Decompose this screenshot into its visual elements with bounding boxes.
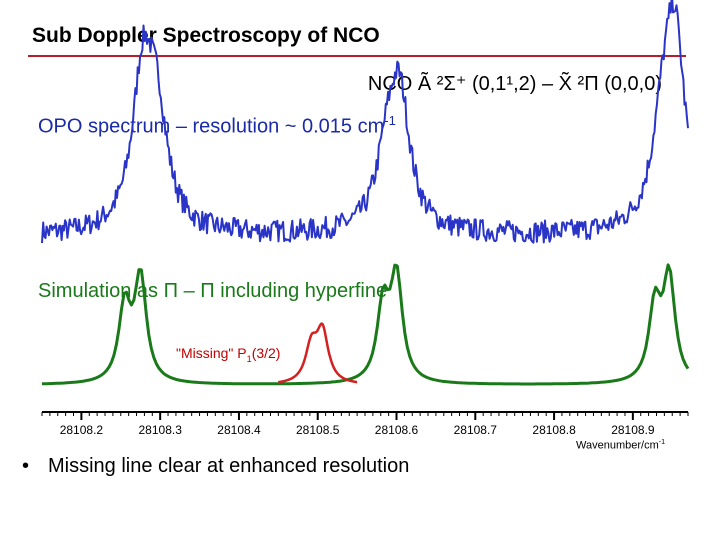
x-tick-label: 28108.6 xyxy=(374,423,419,437)
transition-label: NCO Ã ²Σ⁺ (0,1¹,2) – X̃ ²Π (0,0,0) xyxy=(367,73,662,95)
opo-label-text: OPO spectrum – resolution ~ 0.015 cm xyxy=(38,115,385,138)
missing-label-subscript: 1 xyxy=(246,353,252,364)
missing-line-label: "Missing" P1(3/2) xyxy=(176,345,280,364)
simulation-line xyxy=(41,263,690,386)
opo-label-exponent: -1 xyxy=(384,113,396,128)
x-axis xyxy=(41,411,689,420)
x-axis-title-exponent: -1 xyxy=(658,438,666,446)
title-rule xyxy=(28,55,686,57)
bullet-text: Missing line clear at enhanced resolutio… xyxy=(48,455,410,477)
x-tick-label: 28108.2 xyxy=(59,423,104,437)
bullet-dot-icon: • xyxy=(22,455,30,477)
x-tick-label: 28108.8 xyxy=(532,423,576,437)
x-tick-label: 28108.9 xyxy=(611,423,655,437)
missing-label-text: "Missing" P xyxy=(176,345,247,361)
opo-spectrum-line xyxy=(41,0,689,244)
x-tick-label: 28108.3 xyxy=(138,423,182,437)
x-tick-label: 28108.4 xyxy=(217,423,261,437)
bullet-item: • Missing line clear at enhanced resoluti… xyxy=(22,455,409,478)
x-tick-label: 28108.7 xyxy=(453,423,497,437)
missing-line-trace xyxy=(277,322,359,384)
opo-spectrum-label: OPO spectrum – resolution ~ 0.015 cm-1 xyxy=(38,113,396,139)
missing-label-suffix: (3/2) xyxy=(251,345,281,361)
x-axis-title-text: Wavenumber/cm xyxy=(576,439,659,452)
simulation-label: Simulation as Π – Π including hyperfine xyxy=(38,280,388,302)
slide-title: Sub Doppler Spectroscopy of NCO xyxy=(32,24,380,47)
x-axis-title: Wavenumber/cm-1 xyxy=(576,438,665,452)
x-tick-label: 28108.5 xyxy=(295,423,340,437)
